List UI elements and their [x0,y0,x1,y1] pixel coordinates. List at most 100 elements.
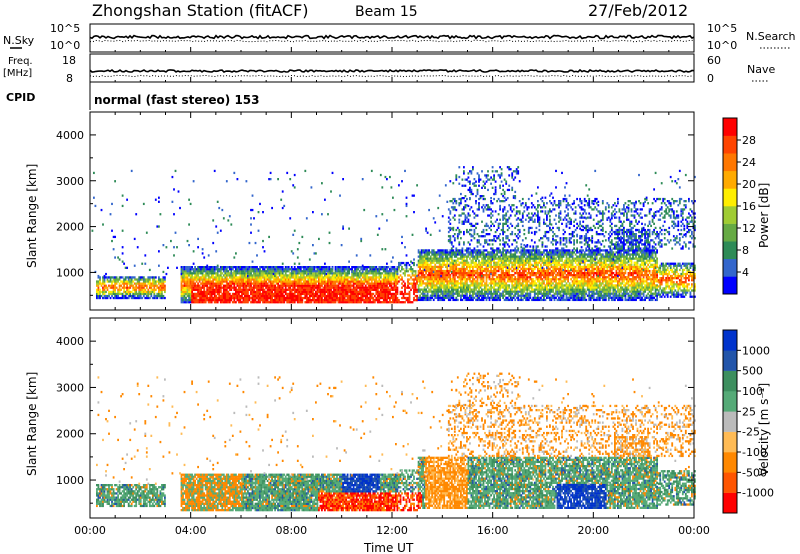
data-cell [485,222,488,225]
data-cell [105,294,107,298]
data-cell [473,274,476,277]
data-cell [443,278,446,281]
data-cell [508,263,511,266]
data-cell [250,217,252,220]
data-cell [506,266,509,269]
data-cell [334,286,337,289]
data-cell [133,294,136,298]
data-cell [432,217,435,220]
data-cell [118,278,121,281]
data-cell [218,296,221,300]
data-cell [396,272,399,276]
data-cell [319,296,322,300]
data-cell [500,276,503,279]
data-cell [509,288,512,291]
data-cell [458,241,461,244]
data-cell [310,266,313,269]
data-cell [271,290,274,294]
data-cell [124,286,127,289]
data-cell [455,247,458,250]
data-cell [420,249,423,252]
data-cell [201,294,204,298]
data-cell [207,276,210,279]
data-cell [348,282,351,285]
data-cell [395,270,397,273]
data-cell [334,288,337,291]
data-cell [218,278,221,281]
data-cell [437,265,440,269]
data-cell [231,296,234,300]
data-cell [422,255,425,258]
data-cell [121,204,124,208]
data-cell [103,296,106,300]
data-cell [268,268,271,271]
data-cell [287,278,290,281]
data-cell [345,284,348,287]
data-cell [114,284,117,287]
data-cell [295,290,298,294]
data-cell [452,267,455,271]
data-cell [392,268,394,271]
data-cell [358,270,361,273]
data-cell [254,294,257,298]
data-cell [358,301,361,304]
data-cell [224,274,227,277]
data-cell [503,290,506,293]
data-cell [333,299,335,302]
data-cell [239,268,242,271]
data-cell [413,286,415,289]
data-cell [390,270,393,273]
data-cell [233,278,236,281]
data-cell [490,257,493,260]
data-cell [488,272,491,275]
data-cell [195,278,198,281]
data-cell [345,301,348,304]
data-cell [268,280,271,283]
data-cell [496,284,499,287]
data-cell [493,239,496,242]
data-cell [482,249,485,252]
data-cell [506,284,509,287]
data-cell [162,280,165,283]
data-cell [355,270,358,273]
data-cell [144,280,147,283]
data-cell [485,290,488,293]
data-cell [370,296,373,300]
data-cell [150,288,153,291]
data-cell [386,280,388,283]
data-cell [378,296,381,300]
data-cell [219,299,222,302]
data-cell [369,301,372,304]
data-cell [361,266,364,269]
data-cell [265,270,268,273]
data-cell [482,255,485,258]
data-cell [360,296,363,300]
data-cell [345,268,348,271]
data-cell [493,265,496,269]
data-cell [324,299,326,302]
data-cell [135,290,138,294]
data-cell [123,288,126,291]
data-cell [108,284,110,287]
data-cell [257,299,260,302]
data-cell [301,301,304,304]
data-cell [141,278,144,281]
data-cell [299,276,302,279]
data-cell [472,269,474,273]
data-cell [274,280,277,283]
data-cell [470,263,473,266]
data-cell [389,284,391,287]
data-cell [455,280,458,283]
data-cell [142,292,145,296]
data-cell [340,299,343,302]
data-cell [272,266,275,269]
data-cell [310,292,313,296]
data-cell [463,220,465,223]
data-cell [416,290,419,294]
data-cell [438,296,441,299]
data-cell [304,270,307,273]
data-cell [321,294,323,298]
data-cell [327,292,329,296]
data-cell [499,298,502,302]
data-cell [456,276,459,279]
